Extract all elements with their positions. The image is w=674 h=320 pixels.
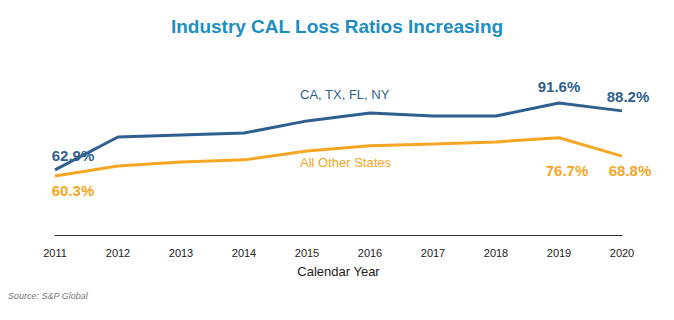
svg-text:CA, TX, FL, NY: CA, TX, FL, NY [300,87,390,102]
svg-text:2013: 2013 [169,247,193,259]
svg-text:2012: 2012 [106,247,130,259]
svg-text:Source: S&P Global: Source: S&P Global [8,291,89,301]
svg-text:2019: 2019 [547,247,571,259]
svg-text:2015: 2015 [295,247,319,259]
svg-text:60.3%: 60.3% [52,182,95,199]
svg-text:68.8%: 68.8% [609,162,652,179]
svg-text:62.9%: 62.9% [52,147,95,164]
svg-text:2020: 2020 [610,247,634,259]
svg-text:Calendar Year: Calendar Year [297,264,380,279]
svg-text:2016: 2016 [358,247,382,259]
svg-text:2018: 2018 [484,247,508,259]
svg-text:2014: 2014 [232,247,256,259]
svg-text:All Other States: All Other States [300,155,392,170]
svg-text:88.2%: 88.2% [607,88,650,105]
svg-text:Industry CAL Loss Ratios Incre: Industry CAL Loss Ratios Increasing [171,16,503,37]
svg-text:2011: 2011 [43,247,67,259]
svg-text:91.6%: 91.6% [538,78,581,95]
svg-text:2017: 2017 [421,247,445,259]
svg-text:76.7%: 76.7% [546,162,589,179]
